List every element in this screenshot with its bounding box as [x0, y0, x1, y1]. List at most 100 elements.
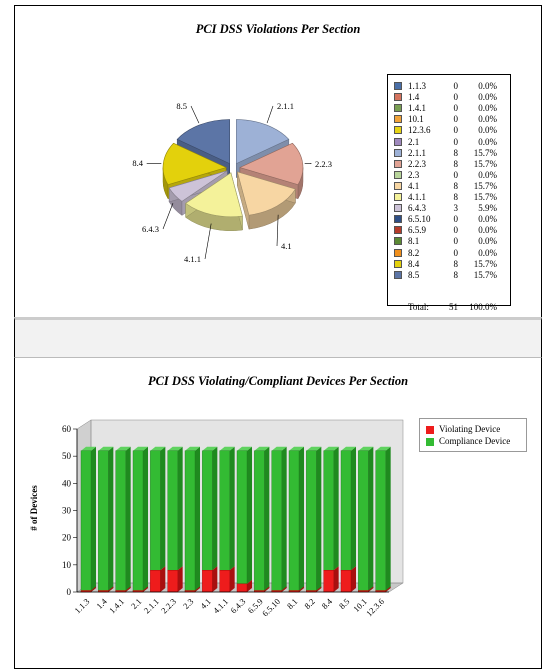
legend-value: 0 — [453, 125, 459, 136]
bar-chart-title: PCI DSS Violating/Compliant Devices Per … — [147, 374, 409, 388]
legend-label: 8.4 — [408, 258, 420, 269]
bar-compliance-top — [323, 446, 339, 451]
bar-compliance-8.4 — [323, 446, 339, 571]
legend-swatch — [394, 82, 402, 90]
pie-legend: Total: 51 100.0% 1.1.3 0 0.0% 1.4 0 0.0% 1.4.1… — [387, 74, 511, 312]
legend-swatch — [394, 204, 402, 213]
legend-total-pct: 100.0% — [469, 302, 497, 312]
x-tick-label: 1.4.1 — [107, 596, 126, 615]
legend-row: 6.4.3 3 5.9% — [394, 203, 508, 214]
legend-pct: 0.0% — [478, 136, 497, 147]
bar-compliance-side — [212, 446, 218, 571]
legend-pct: 15.7% — [473, 192, 497, 202]
bar-compliance-front — [271, 450, 282, 593]
legend-pct: 0.0% — [478, 169, 497, 180]
legend-row: 2.3 0 0.0% — [394, 170, 508, 181]
bar-compliance-top — [237, 446, 252, 451]
legend-swatch — [394, 148, 402, 157]
bar-compliance-front — [132, 450, 144, 593]
bar-compliance-front — [323, 450, 334, 571]
legend-value: 0 — [453, 103, 459, 114]
x-tick-label: 2.3 — [181, 596, 196, 611]
legend-row: 2.2.3 8 15.7% — [394, 159, 508, 170]
legend-label: 8.5 — [408, 269, 420, 280]
bar-compliance-front — [254, 450, 265, 593]
bar-compliance-front — [167, 450, 178, 571]
legend-swatch — [394, 115, 402, 124]
bar-compliance-side — [385, 446, 391, 592]
bar-legend-row: Compliance Device — [426, 436, 526, 447]
bar-compliance-top — [289, 446, 304, 451]
legend-swatch — [394, 248, 402, 257]
bar-violating-side — [385, 586, 391, 592]
legend-row: 10.1 0 0.0% — [394, 114, 508, 125]
bar-compliance-top — [150, 446, 166, 451]
legend-value: 0 — [453, 92, 459, 103]
y-tick-label: 50 — [62, 451, 72, 461]
pie-label-8.5: 8.5 — [176, 101, 187, 111]
legend-value: 8 — [453, 258, 459, 269]
bar-compliance-front — [375, 450, 386, 593]
bar-compliance-top — [358, 446, 374, 451]
bar-compliance-front — [219, 450, 230, 571]
bar-violating-front — [150, 570, 161, 593]
bar-violating-4.1.1 — [219, 566, 235, 593]
legend-value: 0 — [453, 214, 459, 225]
legend-value: 8 — [453, 192, 459, 202]
bar-violating-side — [212, 566, 218, 592]
bar-compliance-4.1 — [202, 446, 218, 571]
bar-violating-side — [368, 586, 374, 592]
bar-violating-front — [202, 570, 213, 593]
bar-violating-front — [236, 583, 248, 593]
pie-slice-4.1.1 — [185, 172, 243, 232]
legend-swatch — [394, 226, 402, 235]
bar-compliance-2.1 — [132, 446, 148, 593]
pie-leader-4.1 — [276, 214, 279, 247]
x-tick-label: 8.1 — [285, 596, 300, 611]
bar-compliance-top — [306, 446, 322, 451]
bar-compliance-side — [281, 446, 287, 592]
bar-legend-label: Violating Device — [439, 424, 501, 434]
legend-row: 6.5.9 0 0.0% — [394, 225, 508, 236]
legend-pct: 15.7% — [473, 158, 497, 169]
pie-label-8.4: 8.4 — [132, 158, 143, 168]
legend-swatch — [394, 170, 402, 179]
bar-compliance-top — [341, 446, 356, 451]
pie-leader-2.1.1 — [266, 105, 274, 124]
legend-label: 1.4.1 — [408, 103, 426, 114]
legend-row: 1.4 0 0.0% — [394, 92, 508, 103]
legend-pct: 0.0% — [478, 225, 497, 236]
pie-slice-4.1 — [236, 171, 296, 230]
legend-label: 8.2 — [408, 247, 420, 258]
bar-compliance-top — [81, 446, 96, 451]
bar-compliance-side — [143, 446, 148, 592]
bar-compliance-6.5.9 — [254, 446, 270, 593]
legend-row: 4.1 8 15.7% — [394, 181, 508, 192]
bar-violating-side — [108, 586, 114, 592]
x-tick-label: 8.5 — [337, 596, 352, 611]
bar-compliance-6.5.10 — [271, 446, 287, 593]
x-tick-label: 8.4 — [319, 596, 334, 611]
legend-label: 6.5.10 — [408, 214, 431, 225]
legend-row: 6.5.10 0 0.0% — [394, 214, 508, 225]
panel-separator — [14, 317, 542, 357]
bar-compliance-side — [264, 446, 270, 592]
x-tick-label: 6.4.3 — [228, 596, 247, 615]
pie-leader-4.1.1 — [204, 223, 212, 260]
legend-swatch — [394, 126, 402, 135]
bar-violating-side — [281, 586, 287, 592]
bar-compliance-2.1.1 — [150, 446, 166, 571]
bar-compliance-side — [299, 446, 304, 592]
legend-swatch — [394, 215, 402, 224]
legend-pct: 15.7% — [473, 269, 497, 280]
bar-compliance-front — [150, 450, 161, 571]
pie-leader-8.5 — [190, 105, 200, 124]
legend-label: 2.1 — [408, 136, 420, 147]
legend-swatch — [394, 93, 402, 102]
legend-value: 0 — [453, 236, 459, 247]
bar-compliance-top — [185, 446, 200, 451]
legend-value: 0 — [453, 247, 459, 258]
legend-label: 1.1.3 — [408, 81, 426, 91]
bar-compliance-side — [108, 446, 114, 592]
pie-label-4.1: 4.1 — [281, 241, 292, 251]
